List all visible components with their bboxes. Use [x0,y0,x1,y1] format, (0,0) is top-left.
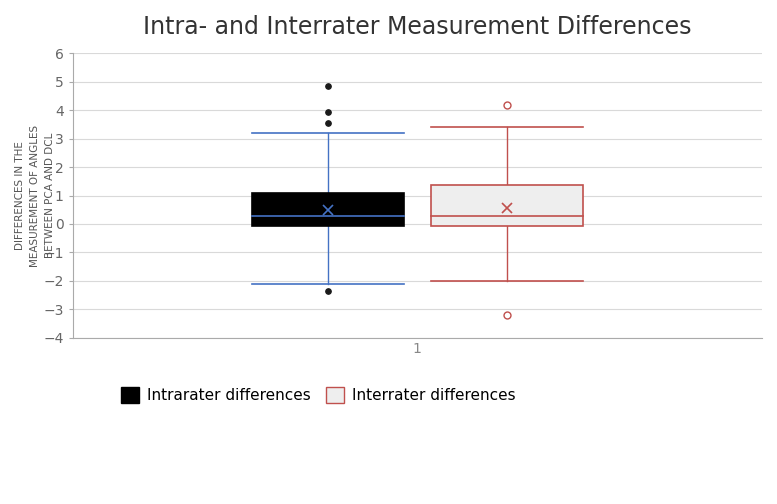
Bar [252,193,403,226]
Y-axis label: DIFFERENCES IN THE
MEASUREMENT OF ANGLES
BETWEEN PCA AND DCL: DIFFERENCES IN THE MEASUREMENT OF ANGLES… [15,124,54,267]
Legend: Intrarater differences, Interrater differences: Intrarater differences, Interrater diffe… [115,382,521,409]
Bar [431,184,583,226]
Title: Intra- and Interrater Measurement Differences: Intra- and Interrater Measurement Differ… [143,15,692,39]
